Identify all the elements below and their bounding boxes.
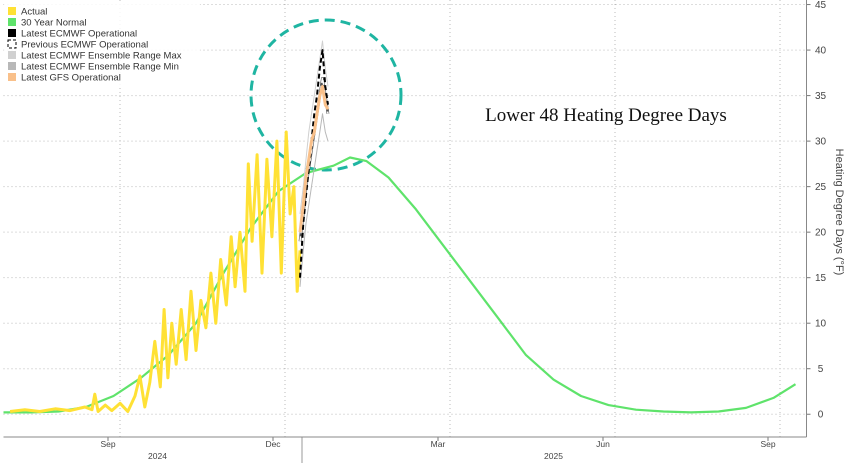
- y-tick-label: 30: [815, 137, 827, 148]
- legend-label: Latest ECMWF Ensemble Range Min: [21, 62, 179, 73]
- y-axis-label: Heating Degree Days (°F): [833, 149, 845, 276]
- series-line: [298, 85, 330, 233]
- series-line: [3, 156, 797, 414]
- series-line: [299, 76, 329, 242]
- y-tick-label: 5: [818, 364, 824, 375]
- year-label: 2024: [148, 451, 167, 461]
- y-tick-label: 35: [815, 91, 827, 102]
- legend-swatch: [8, 7, 16, 15]
- y-tick-label: 10: [815, 319, 827, 330]
- x-tick-label: Sep: [760, 439, 775, 449]
- legend-swatch: [8, 18, 16, 26]
- y-tick-label: 15: [815, 273, 827, 284]
- y-tick-label: 45: [815, 0, 827, 11]
- legend-label: Latest ECMWF Ensemble Range Max: [21, 51, 182, 62]
- legend-swatch: [8, 29, 16, 37]
- y-tick-label: 40: [815, 46, 827, 57]
- legend-label: Previous ECMWF Operational: [21, 40, 148, 51]
- legend-label: 30 Year Normal: [21, 18, 86, 29]
- highlight-circle: [249, 18, 403, 172]
- legend-label: Latest GFS Operational: [21, 73, 121, 84]
- x-tick-label: Mar: [431, 439, 446, 449]
- chart-title: Lower 48 Heating Degree Days: [485, 105, 727, 126]
- legend-swatch: [8, 51, 16, 59]
- y-tick-label: 25: [815, 182, 827, 193]
- y-tick-label: 20: [815, 228, 827, 239]
- year-label: 2025: [544, 451, 563, 461]
- series-line: [299, 49, 329, 278]
- x-tick-label: Dec: [265, 439, 281, 449]
- legend-swatch: [8, 62, 16, 70]
- series-line: [299, 113, 329, 287]
- y-tick-label: 0: [818, 410, 824, 421]
- legend-swatch: [8, 73, 16, 81]
- legend-box: [4, 4, 200, 85]
- x-tick-label: Sep: [100, 439, 115, 449]
- series-line: [9, 130, 302, 413]
- legend-swatch: [7, 39, 17, 49]
- x-tick-label: Jun: [596, 439, 610, 449]
- legend-label: Actual: [21, 7, 47, 18]
- legend-label: Latest ECMWF Operational: [21, 29, 137, 40]
